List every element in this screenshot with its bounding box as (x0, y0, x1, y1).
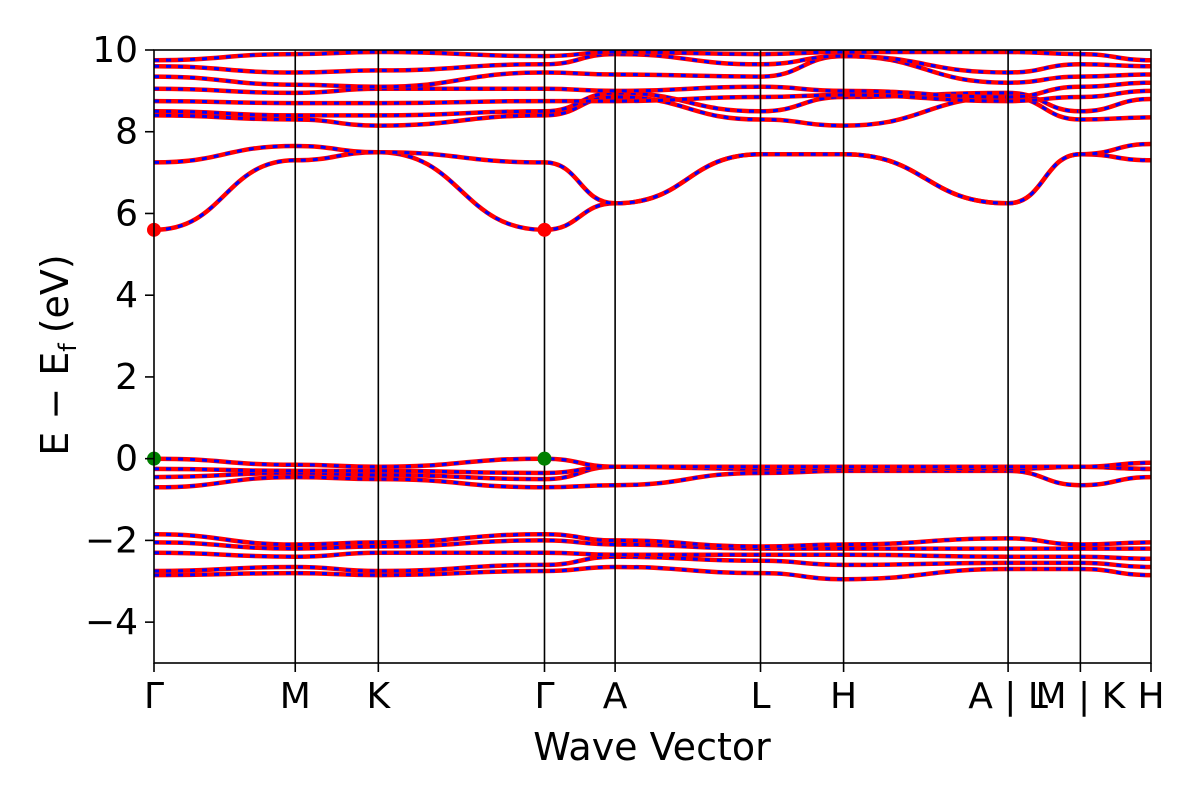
x-tick-label: Γ (144, 676, 164, 717)
band-dash-4-seg-2 (1080, 567, 1151, 577)
band-dash-16-seg-2 (1080, 62, 1151, 68)
band-dash-7-seg-0 (154, 538, 1009, 551)
band-dash-3-seg-0 (154, 457, 1009, 469)
x-tick-label: M (280, 676, 311, 717)
band-line-6-seg-0 (154, 550, 1011, 559)
band-dash-17-seg-0 (154, 50, 1009, 62)
x-tick-label: K (367, 676, 392, 717)
y-axis-title-subscript: f (54, 343, 82, 352)
band-dash-15-seg-1 (1008, 75, 1081, 85)
y-axis-title-unit: (eV) (33, 254, 77, 333)
band-dash-10-seg-0 (154, 144, 1009, 205)
band-dash-1-seg-0 (154, 465, 1009, 481)
band-dash-10-seg-2 (1080, 142, 1151, 156)
high-symmetry-lines (294, 50, 1082, 663)
x-tick-label: H (1137, 676, 1164, 717)
x-tick-label: H (830, 676, 857, 717)
x-tick-label: L (750, 676, 770, 717)
band-dash-13-seg-1 (1008, 95, 1081, 103)
y-tick-label: −2 (85, 520, 138, 561)
x-tick-label: M | K (1036, 676, 1127, 717)
y-tick-label: 8 (115, 112, 138, 153)
x-tick-label: Γ (534, 676, 554, 717)
band-dash-0-seg-0 (154, 469, 1009, 489)
y-tick-label: 4 (115, 275, 138, 316)
band-dash-5-seg-2 (1080, 561, 1151, 569)
band-dash-15-seg-2 (1080, 73, 1151, 79)
band-dash-8-seg-1 (1008, 536, 1081, 546)
band-dash-5-seg-0 (154, 555, 1009, 573)
band-dash-16-seg-1 (1008, 62, 1081, 74)
band-dash-6-seg-2 (1080, 555, 1151, 561)
band-dash-11-seg-2 (1080, 115, 1151, 121)
band-line-9-seg-0 (154, 149, 1011, 233)
y-tick-label: 0 (115, 439, 138, 480)
band-dash-17-seg-1 (1008, 50, 1081, 56)
y-tick-label: 10 (92, 30, 138, 71)
band-line-3-seg-0 (154, 456, 1011, 470)
cbm-marker (537, 222, 552, 237)
band-dash-9-seg-2 (1080, 152, 1151, 162)
band-dash-3-seg-2 (1080, 461, 1151, 469)
band-line-13-seg-0 (154, 92, 1011, 106)
y-tick-label: 6 (115, 193, 138, 234)
band-dash-12-seg-2 (1080, 97, 1151, 113)
band-dash-11-seg-1 (1008, 95, 1081, 121)
x-tick-label: A | L (968, 676, 1048, 717)
band-dash-2-seg-2 (1080, 465, 1151, 471)
y-axis-title-main: E − E (33, 352, 77, 456)
band-line-10-seg-1 (1005, 151, 1083, 206)
band-dash-12-seg-1 (1008, 91, 1081, 113)
plot-frame (153, 49, 1152, 664)
band-dash-12-seg-0 (154, 91, 1009, 117)
x-tick-label: A (603, 676, 628, 717)
bands-layer (154, 50, 1151, 582)
y-tick-label: 2 (115, 357, 138, 398)
band-dash-8-seg-2 (1080, 540, 1151, 546)
band-dash-15-seg-0 (154, 54, 1009, 89)
vbm-marker (537, 451, 552, 466)
band-dash-0-seg-1 (1008, 469, 1081, 487)
band-dash-2-seg-0 (154, 465, 1009, 475)
y-tick-label: −4 (85, 602, 138, 643)
y-axis-ticks: −4 −2 0 2 4 6 8 10 (85, 30, 154, 643)
extrema-markers (147, 222, 552, 466)
band-dash-13-seg-2 (1080, 89, 1151, 99)
band-line-10-seg-0 (154, 143, 1011, 206)
band-dash-0-seg-2 (1080, 475, 1151, 487)
band-dash-14-seg-1 (1008, 85, 1081, 99)
band-dash-14-seg-2 (1080, 81, 1151, 89)
band-dash-17-seg-2 (1080, 52, 1151, 62)
y-axis-title: E − Ef (eV) (33, 254, 82, 456)
band-line-16-seg-0 (154, 51, 1011, 75)
x-axis-title: Wave Vector (533, 725, 771, 769)
